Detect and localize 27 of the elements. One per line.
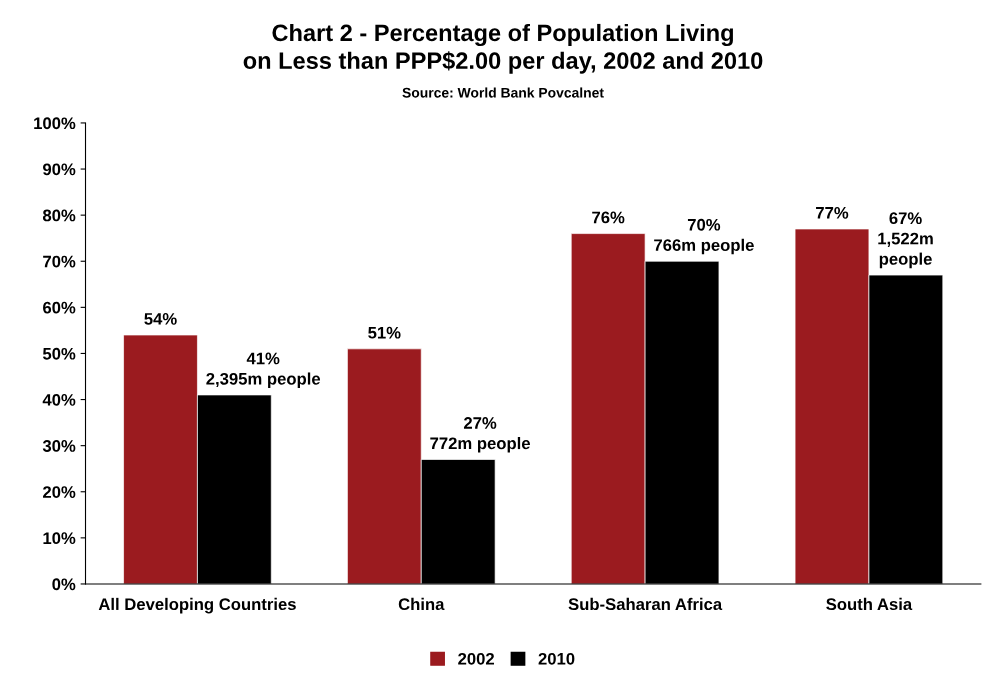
y-tick-label: 30% [42, 440, 76, 452]
data-label: 67% 1,522m people [878, 212, 933, 269]
y-tick-label: 90% [43, 163, 76, 176]
data-label: 27% 772m people [430, 417, 530, 453]
y-tick-label: 60% [43, 301, 76, 314]
x-tick-label: Sub-Saharan Africa [568, 597, 723, 611]
y-tick-label: 100% [34, 117, 76, 130]
data-label: 41% 2,395m people [206, 352, 321, 388]
x-tick-label: South Asia [826, 597, 913, 611]
chart-subtitle: Source: World Bank Povcalnet [402, 87, 604, 98]
legend-label: 2002 [458, 652, 494, 665]
data-label: 54% [144, 313, 177, 325]
y-tick-label: 10% [43, 532, 76, 545]
y-tick-label: 80% [42, 209, 76, 222]
x-tick-label: All Developing Countries [98, 597, 296, 614]
y-tick-label: 70% [43, 255, 76, 268]
data-label: 76% [592, 211, 625, 224]
y-tick-label: 0% [52, 578, 76, 591]
y-tick-label: 50% [42, 347, 76, 360]
data-label: 77% [816, 206, 849, 219]
chart-title: Chart 2 - Percentage of Population Living on Less than PPP$2.00 per day, 2002 and 2010 [243, 23, 763, 74]
data-label: 70% 766m people [654, 218, 754, 255]
x-tick-label: China [398, 597, 445, 611]
y-tick-label: 20% [43, 486, 76, 498]
y-tick-label: 40% [42, 393, 76, 406]
legend-label: 2010 [538, 652, 575, 665]
data-label: 51% [368, 326, 401, 339]
